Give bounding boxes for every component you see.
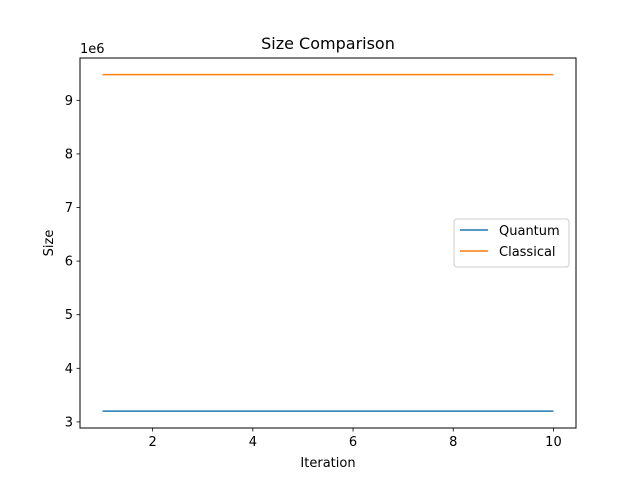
x-tick-label: 10 xyxy=(545,435,562,450)
y-tick-label: 4 xyxy=(65,362,73,377)
x-tick-label: 8 xyxy=(449,435,457,450)
x-tick-label: 6 xyxy=(349,435,357,450)
y-tick-label: 9 xyxy=(65,94,73,109)
legend-label-classical: Classical xyxy=(499,245,556,260)
y-tick-label: 7 xyxy=(65,201,73,216)
x-tick-label: 2 xyxy=(149,435,157,450)
y-tick-label: 8 xyxy=(65,147,73,162)
series-lines xyxy=(102,73,554,412)
x-tick-label: 4 xyxy=(249,435,257,450)
x-axis-label: Iteration xyxy=(300,456,355,471)
y-axis-offset-label: 1e6 xyxy=(80,42,105,57)
legend-box xyxy=(453,218,570,268)
y-tick-label: 5 xyxy=(65,308,73,323)
legend-label-quantum: Quantum xyxy=(499,224,560,239)
legend: Quantum Classical xyxy=(453,218,570,268)
y-axis-label: Size xyxy=(42,230,57,257)
y-tick-label: 3 xyxy=(65,415,73,430)
x-axis-ticks: 2 4 6 8 10 xyxy=(149,428,562,450)
y-axis-ticks: 3 4 5 6 7 8 9 xyxy=(65,94,80,430)
chart-title: Size Comparison xyxy=(261,34,395,53)
y-tick-label: 6 xyxy=(65,255,73,270)
